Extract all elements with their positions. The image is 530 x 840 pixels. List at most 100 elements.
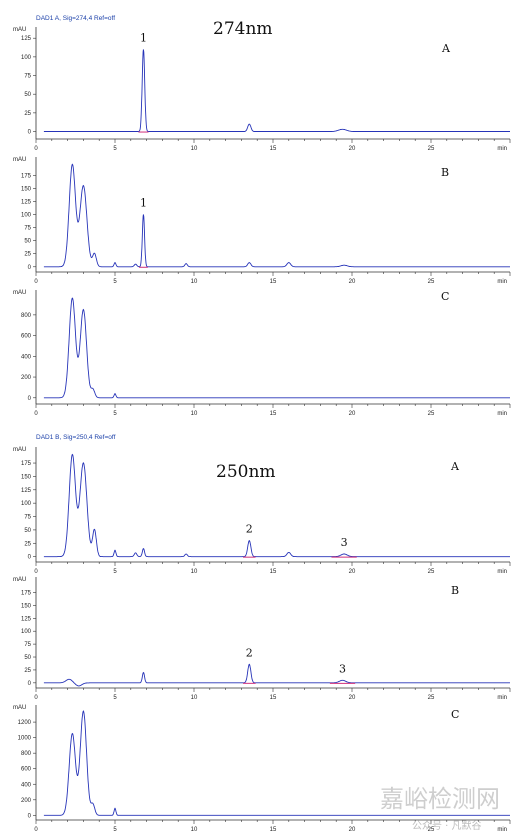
y-tick-label: 0	[28, 396, 32, 402]
y-tick-label: 50	[24, 655, 31, 661]
chromatogram-trace	[43, 663, 510, 687]
x-tick-label: 5	[113, 827, 117, 833]
y-tick-label: 800	[21, 751, 32, 757]
chromatogram-panel-6: mAU 0 200 400 600 800 1000 1200 0 5 10 15 20 25 min C	[13, 705, 511, 833]
x-tick-label: 10	[191, 827, 198, 833]
y-tick-label: 0	[28, 265, 32, 271]
x-axis-unit-label: min	[497, 411, 507, 417]
chromatogram-panel-2: mAU 0 25 50 75 100 125 150 175 0 5 10 15 20 25 min 1 B	[13, 157, 511, 285]
x-tick-label: 10	[191, 569, 198, 575]
signal-header-upper: DAD1 A, Sig=274,4 Ref=off	[36, 15, 115, 22]
x-tick-label: 0	[34, 146, 38, 152]
x-tick-label: 15	[270, 695, 277, 701]
y-axis-unit-label: mAU	[13, 577, 26, 583]
y-tick-label: 150	[21, 186, 32, 192]
wavelength-label-250: 250nm	[216, 462, 276, 482]
y-tick-label: 600	[21, 334, 32, 340]
y-tick-label: 150	[21, 603, 32, 609]
x-tick-label: 5	[113, 279, 117, 285]
y-tick-label: 50	[24, 92, 31, 98]
y-axis-unit-label: mAU	[13, 447, 26, 453]
x-tick-label: 20	[349, 146, 356, 152]
y-tick-label: 0	[28, 681, 32, 687]
x-tick-label: 25	[428, 569, 435, 575]
x-axis-unit-label: min	[497, 279, 507, 285]
panel-label: A	[441, 42, 451, 55]
panel-label: B	[441, 166, 449, 179]
x-tick-label: 5	[113, 411, 117, 417]
watermark: 嘉峪检测网 公众号 · 凡默谷	[380, 785, 500, 832]
y-axis-unit-label: mAU	[13, 157, 26, 163]
y-tick-label: 400	[21, 782, 32, 788]
y-tick-label: 50	[24, 528, 31, 534]
x-tick-label: 5	[113, 695, 117, 701]
signal-header-lower: DAD1 B, Sig=250,4 Ref=off	[36, 434, 116, 441]
y-tick-label: 800	[21, 313, 32, 319]
y-tick-label: 1200	[18, 720, 32, 726]
x-tick-label: 20	[349, 279, 356, 285]
x-axis-unit-label: min	[497, 827, 507, 833]
watermark-main: 嘉峪检测网	[380, 785, 500, 813]
panel-label: B	[451, 584, 459, 597]
x-tick-label: 5	[113, 569, 117, 575]
x-tick-label: 25	[428, 695, 435, 701]
x-tick-label: 25	[428, 146, 435, 152]
x-tick-label: 15	[270, 569, 277, 575]
chromatogram-trace	[43, 297, 510, 399]
chromatogram-panel-5: mAU 0 25 50 75 100 125 150 175 0 5 10 15 20 25 min 2 3 B	[13, 577, 511, 701]
x-axis-unit-label: min	[497, 695, 507, 701]
y-tick-label: 75	[24, 642, 31, 648]
x-tick-label: 15	[270, 279, 277, 285]
y-tick-label: 100	[21, 55, 32, 61]
x-tick-label: 15	[270, 146, 277, 152]
x-tick-label: 15	[270, 827, 277, 833]
y-axis-unit-label: mAU	[13, 705, 26, 711]
chromatogram-trace	[43, 49, 510, 132]
peak-label: 3	[339, 662, 346, 675]
y-tick-label: 400	[21, 354, 32, 360]
y-tick-label: 200	[21, 798, 32, 804]
x-tick-label: 0	[34, 827, 38, 833]
x-tick-label: 20	[349, 827, 356, 833]
x-tick-label: 25	[428, 411, 435, 417]
chromatogram-trace	[43, 710, 510, 816]
peak-label: 3	[341, 536, 348, 549]
x-tick-label: 20	[349, 695, 356, 701]
x-tick-label: 25	[428, 279, 435, 285]
y-tick-label: 0	[28, 130, 32, 136]
y-tick-label: 50	[24, 239, 31, 245]
chromatogram-panel-4: mAU 0 25 50 75 100 125 150 175 0 5 10 15 20 25 min 2 3 A	[13, 447, 511, 575]
peak-label: 1	[140, 197, 147, 210]
y-tick-label: 100	[21, 213, 32, 219]
chromatogram-trace	[43, 163, 510, 268]
panel-label: C	[451, 708, 459, 721]
y-tick-label: 0	[28, 555, 32, 561]
watermark-sub: 公众号 · 凡默谷	[412, 820, 482, 832]
x-tick-label: 10	[191, 411, 198, 417]
y-axis-unit-label: mAU	[13, 27, 26, 33]
y-tick-label: 75	[24, 74, 31, 80]
x-tick-label: 0	[34, 279, 38, 285]
y-tick-label: 0	[28, 813, 32, 819]
y-tick-label: 75	[24, 515, 31, 521]
peak-label: 2	[246, 646, 253, 659]
panel-label: A	[450, 460, 460, 473]
wavelength-label-274: 274nm	[213, 19, 273, 39]
y-tick-label: 600	[21, 767, 32, 773]
panel-label: C	[441, 290, 449, 303]
x-tick-label: 0	[34, 411, 38, 417]
x-tick-label: 0	[34, 569, 38, 575]
y-tick-label: 25	[24, 541, 31, 547]
y-tick-label: 125	[21, 488, 32, 494]
x-tick-label: 15	[270, 411, 277, 417]
x-tick-label: 0	[34, 695, 38, 701]
x-axis-unit-label: min	[497, 569, 507, 575]
x-tick-label: 10	[191, 279, 198, 285]
peak-label: 1	[140, 31, 147, 44]
y-tick-label: 200	[21, 375, 32, 381]
y-tick-label: 100	[21, 629, 32, 635]
y-tick-label: 175	[21, 461, 32, 467]
